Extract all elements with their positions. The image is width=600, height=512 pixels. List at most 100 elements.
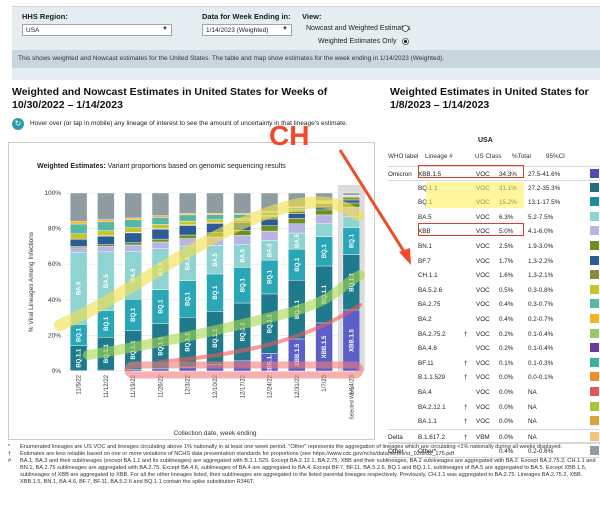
row-ci: NA	[528, 403, 537, 411]
week-select[interactable]: 1/14/2023 (Weighted) ▼	[202, 24, 292, 36]
row-ci: NA	[528, 433, 537, 441]
table-region-title: USA	[478, 137, 493, 144]
bar-segment-label: BQ.1	[349, 233, 355, 248]
view-option-nowcast-label: Nowcast and Weighted Estimates	[306, 25, 411, 32]
bar-segment	[97, 219, 115, 223]
row-us-class: VBM	[476, 433, 490, 441]
bar-segment	[69, 233, 88, 240]
table-row[interactable]: XBB VOC 5.0% 4.1-6.0%	[388, 224, 600, 239]
region-label: HHS Region:	[22, 12, 68, 21]
row-lineage: BA.2.12.1	[418, 403, 446, 411]
bar-segment	[179, 238, 197, 247]
bar-segment	[124, 219, 142, 228]
row-ci: 1.3-2.1%	[528, 272, 554, 280]
row-ci: NA	[528, 389, 537, 396]
row-unreliable-mark: †	[464, 330, 468, 338]
table-row[interactable]: Other Other* 0.4% 0.2-0.6%	[388, 443, 600, 458]
x-tick-label: 12/10/22	[213, 374, 219, 398]
row-lineage: B.1.617.2	[418, 433, 445, 441]
row-pct-total: 1.6%	[499, 272, 514, 280]
bar-segment	[260, 230, 279, 241]
row-pct-total: 2.5%	[499, 243, 514, 250]
row-lineage: Other*	[418, 448, 437, 456]
bar-segment	[69, 246, 88, 249]
row-who-label: Other	[388, 448, 404, 456]
bar-segment-label: BQ.1	[186, 291, 192, 306]
row-color-swatch	[590, 270, 599, 280]
row-who-label: Delta	[388, 433, 403, 441]
x-tick-label: 11/26/22	[158, 374, 164, 398]
bar-segment	[233, 360, 251, 372]
bar-segment	[124, 369, 142, 372]
bar-segment-label: BQ.1	[322, 244, 328, 259]
row-color-swatch	[590, 226, 599, 236]
row-color-swatch	[590, 284, 599, 294]
info-banner: This shows weighted and Nowcast estimate…	[12, 50, 600, 68]
table-row[interactable]: Delta B.1.617.2 † VBM 0.0% NA	[388, 428, 600, 444]
row-lineage: BF.11	[418, 359, 434, 367]
chevron-down-icon: ▼	[282, 26, 288, 32]
row-color-swatch	[590, 211, 599, 221]
row-ci: 5.2-7.5%	[528, 213, 554, 221]
table-row[interactable]: BA.5 VOC 6.3% 5.2-7.5%	[388, 210, 600, 225]
table-row[interactable]: BA.4.6 VOC 0.2% 0.1-0.4%	[388, 341, 600, 356]
bar-segment	[151, 241, 170, 249]
bar-segment	[288, 223, 306, 234]
row-ci: 0.3-0.8%	[528, 286, 554, 294]
row-lineage: BA.1.1	[418, 418, 437, 426]
bar-segment-label: BQ.1.1	[213, 328, 219, 348]
bar-segment-label: BA.5	[295, 234, 301, 248]
table-row[interactable]: BA.5.2.6 VOC 0.5% 0.3-0.8%	[388, 283, 600, 298]
bar-segment	[151, 368, 170, 372]
chart-title: Weighted Estimates:	[37, 163, 106, 170]
table-row[interactable]: BN.1 VOC 2.5% 1.9-3.0%	[388, 239, 600, 254]
bar-segment	[151, 215, 170, 218]
table-row[interactable]: BA.2.75 VOC 0.4% 0.3-0.7%	[388, 297, 600, 312]
bar-segment	[179, 192, 197, 214]
y-tick-label: 80%	[48, 226, 61, 233]
table-row[interactable]: BA.2 VOC 0.4% 0.2-0.7%	[388, 312, 600, 327]
bar-segment-label: XBB.1.5	[349, 328, 355, 351]
row-us-class: VOC	[476, 403, 490, 411]
row-color-swatch	[590, 372, 599, 382]
row-lineage: BQ.1	[418, 199, 432, 206]
bar-segment-label: BQ.1	[131, 307, 137, 322]
view-option-weighted-radio[interactable]	[402, 38, 409, 45]
row-lineage: BA.4.6	[418, 345, 437, 353]
row-pct-total: 0.4%	[499, 448, 514, 456]
bar-segment	[179, 214, 197, 222]
bar-segment	[233, 192, 251, 214]
region-select[interactable]: USA ▼	[22, 24, 172, 36]
table-row[interactable]: BA.4 VOC 0.0% NA	[388, 385, 600, 400]
bar-segment	[288, 192, 306, 208]
bar-segment-label: BQ.1	[77, 327, 83, 342]
hover-hint: ↻ Hover over (or tap in mobile) any line…	[12, 116, 382, 134]
row-color-swatch	[590, 357, 599, 367]
row-us-class: VOC	[476, 389, 490, 396]
bar-segment-label: BA.5	[186, 256, 192, 270]
bar-segment	[151, 238, 170, 243]
bar-segment	[260, 225, 279, 232]
row-lineage: BA.2.75	[418, 301, 441, 309]
footnote-mark: †	[8, 451, 12, 457]
bar-segment-label: BA.5	[77, 281, 83, 295]
x-tick-label: 12/3/22	[186, 374, 192, 395]
row-pct-total: 0.4%	[499, 316, 514, 323]
bar-segment	[342, 202, 361, 208]
view-option-nowcast-radio[interactable]	[402, 25, 409, 32]
table-row[interactable]: BA.1.1 † VOC 0.0% NA	[388, 414, 600, 429]
table-row[interactable]: B.1.1.529 † VOC 0.0% 0.0-0.1%	[388, 370, 600, 385]
table-row[interactable]: CH.1.1 VOC 1.6% 1.3-2.1%	[388, 268, 600, 283]
table-row[interactable]: BA.2.75.2 † VOC 0.2% 0.1-0.4%	[388, 327, 600, 342]
table-row[interactable]: BA.2.12.1 † VOC 0.0% NA	[388, 400, 600, 415]
row-ci: 13.1-17.5%	[528, 199, 561, 207]
bar-segment	[288, 207, 306, 210]
bar-segment	[342, 192, 361, 196]
col-who-label: WHO label	[388, 153, 419, 160]
bar-segment-label: BQ.1.1	[131, 340, 137, 360]
table-row[interactable]: BF.11 † VOC 0.1% 0.1-0.3%	[388, 356, 600, 371]
bar-segment	[288, 218, 306, 224]
row-us-class: VOC	[476, 228, 490, 236]
week-select-value: 1/14/2023 (Weighted)	[206, 27, 269, 34]
table-row[interactable]: BF.7 VOC 1.7% 1.3-2.2%	[388, 254, 600, 269]
